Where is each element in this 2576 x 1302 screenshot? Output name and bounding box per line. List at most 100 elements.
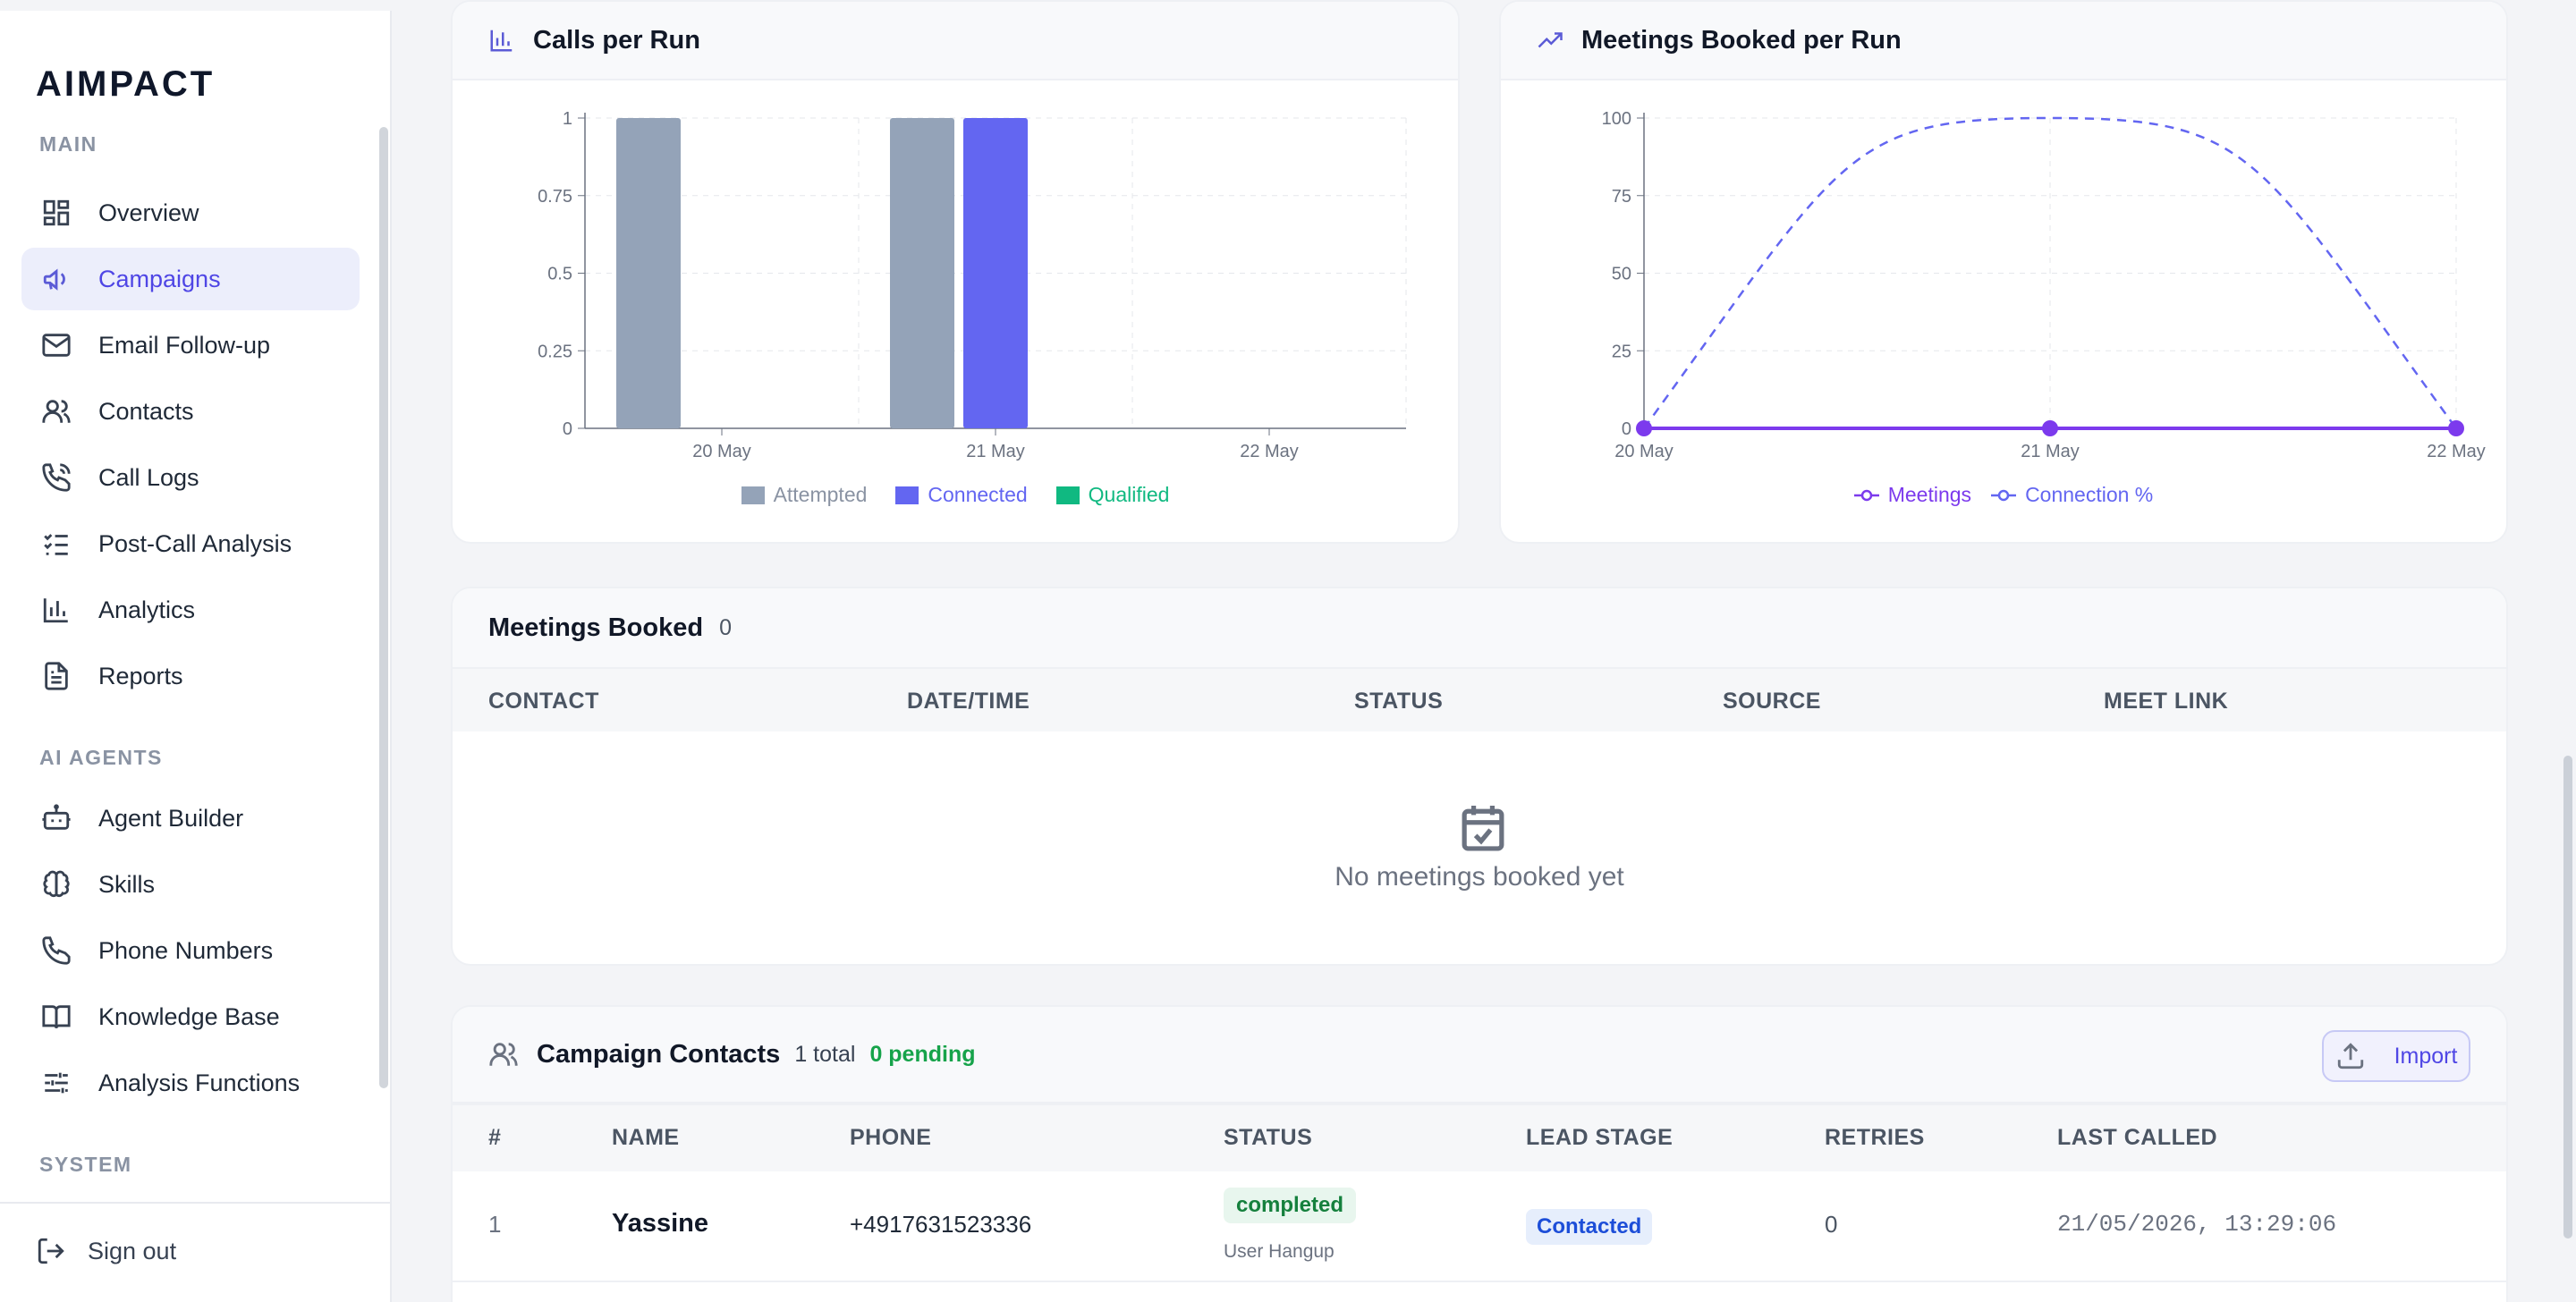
users-icon bbox=[489, 1043, 518, 1066]
sidebar-item-analysis-functions[interactable]: Analysis Functions bbox=[21, 1052, 360, 1114]
contacts-total: 1 total bbox=[794, 1041, 856, 1067]
status-badge: completed bbox=[1224, 1188, 1357, 1223]
sidebar-item-agent-builder[interactable]: Agent Builder bbox=[21, 787, 360, 850]
column-header-retries[interactable]: RETRIES bbox=[1825, 1125, 1925, 1150]
legend-label: Connected bbox=[928, 483, 1028, 506]
chart-title: Calls per Run bbox=[533, 25, 700, 55]
y-tick-label: 100 bbox=[1602, 109, 1631, 129]
y-tick-label: 0 bbox=[1622, 419, 1631, 439]
section-label-main: MAIN bbox=[39, 132, 97, 156]
empty-state-message: No meetings booked yet bbox=[1335, 862, 1624, 892]
y-tick-label: 0 bbox=[563, 419, 572, 439]
legend-swatch bbox=[1055, 486, 1080, 504]
table-row[interactable]: 1 Yassine +4917631523336 completed User … bbox=[453, 1171, 2506, 1282]
contact-phone: +4917631523336 bbox=[850, 1211, 1032, 1238]
sidebar-item-campaigns[interactable]: Campaigns bbox=[21, 248, 360, 310]
sign-out-button[interactable]: Sign out bbox=[36, 1236, 176, 1266]
bar-attempted bbox=[890, 118, 954, 428]
retries-count: 0 bbox=[1825, 1211, 1838, 1238]
legend-item[interactable]: Connection % bbox=[1991, 483, 2153, 507]
sidebar-item-email-follow-up[interactable]: Email Follow-up bbox=[21, 314, 360, 376]
column-header-contact[interactable]: CONTACT bbox=[488, 689, 599, 714]
brain-icon bbox=[41, 869, 72, 900]
legend-swatch bbox=[1991, 489, 2017, 501]
column-header-name[interactable]: NAME bbox=[612, 1125, 680, 1150]
x-tick-label: 22 May bbox=[1240, 442, 1299, 461]
column-header-index[interactable]: # bbox=[488, 1125, 502, 1150]
legend-item[interactable]: Meetings bbox=[1853, 483, 1971, 507]
sidebar-item-analytics[interactable]: Analytics bbox=[21, 579, 360, 641]
table-header: CONTACT DATE/TIME STATUS SOURCE MEET LIN… bbox=[453, 667, 2506, 731]
calendar-check-icon bbox=[1461, 803, 1505, 853]
trending-up-icon bbox=[1538, 32, 1563, 48]
sidebar-item-label: Post-Call Analysis bbox=[98, 529, 292, 557]
y-tick-label: 25 bbox=[1612, 342, 1631, 361]
meetings-booked-title: Meetings Booked bbox=[488, 613, 704, 642]
series-line-connection bbox=[1642, 116, 2458, 429]
phone-call-icon bbox=[41, 462, 72, 493]
log-out-icon bbox=[38, 1238, 64, 1264]
sidebar-item-label: Contacts bbox=[98, 397, 194, 425]
column-header-status[interactable]: STATUS bbox=[1224, 1125, 1313, 1150]
sliders-icon bbox=[41, 1068, 72, 1098]
sidebar-item-skills[interactable]: Skills bbox=[21, 853, 360, 916]
main-scrollbar[interactable] bbox=[2563, 756, 2572, 1239]
data-point bbox=[2448, 420, 2464, 436]
x-tick-label: 20 May bbox=[692, 442, 751, 461]
sidebar-item-knowledge-base[interactable]: Knowledge Base bbox=[21, 985, 360, 1048]
y-tick-label: 0.5 bbox=[547, 265, 572, 284]
import-button[interactable]: Import bbox=[2322, 1030, 2470, 1082]
y-tick-label: 75 bbox=[1612, 187, 1631, 207]
megaphone-icon bbox=[41, 264, 72, 294]
mail-icon bbox=[41, 330, 72, 360]
sidebar-item-label: Call Logs bbox=[98, 463, 199, 491]
bar-chart-icon bbox=[490, 30, 513, 52]
sidebar-item-label: Phone Numbers bbox=[98, 936, 274, 964]
checklist-icon bbox=[41, 528, 72, 559]
column-header-lead-stage[interactable]: LEAD STAGE bbox=[1526, 1125, 1674, 1150]
card-header: Calls per Run bbox=[453, 2, 1458, 80]
file-text-icon bbox=[41, 661, 72, 691]
legend-item[interactable]: Connected bbox=[895, 483, 1028, 507]
calls-bar-chart: 0 0.25 0.5 0.75 1 20 May 21 May 22 May bbox=[538, 109, 1407, 461]
legend-marker bbox=[1860, 489, 1872, 501]
legend-item[interactable]: Attempted bbox=[741, 483, 868, 507]
data-point bbox=[2042, 420, 2058, 436]
legend-label: Connection % bbox=[2025, 483, 2154, 506]
sidebar-item-phone-numbers[interactable]: Phone Numbers bbox=[21, 919, 360, 982]
card-header: Meetings Booked 0 bbox=[453, 588, 2506, 667]
sidebar-item-post-call-analysis[interactable]: Post-Call Analysis bbox=[21, 512, 360, 575]
y-tick-label: 50 bbox=[1612, 265, 1631, 284]
column-header-last-called[interactable]: LAST CALLED bbox=[2057, 1125, 2218, 1150]
contact-name[interactable]: Yassine bbox=[612, 1209, 709, 1238]
brand-logo: AIMPACT bbox=[36, 64, 216, 104]
sidebar-item-call-logs[interactable]: Call Logs bbox=[21, 446, 360, 509]
column-header-meet-link[interactable]: MEET LINK bbox=[2104, 689, 2229, 714]
column-header-status[interactable]: STATUS bbox=[1354, 689, 1444, 714]
sidebar-item-reports[interactable]: Reports bbox=[21, 645, 360, 707]
sidebar-item-contacts[interactable]: Contacts bbox=[21, 380, 360, 443]
y-tick-label: 1 bbox=[563, 109, 572, 129]
data-point bbox=[1636, 420, 1652, 436]
sidebar-item-overview[interactable]: Overview bbox=[21, 182, 360, 244]
column-header-date-time[interactable]: DATE/TIME bbox=[907, 689, 1030, 714]
chart-title: Meetings Booked per Run bbox=[1581, 25, 1902, 55]
column-header-source[interactable]: SOURCE bbox=[1723, 689, 1821, 714]
upload-icon bbox=[2337, 1043, 2363, 1070]
sidebar-item-label: Analytics bbox=[98, 596, 196, 623]
lead-stage-badge: Contacted bbox=[1526, 1209, 1653, 1245]
bar-chart-icon bbox=[41, 595, 72, 625]
section-label-ai-agents: AI AGENTS bbox=[39, 746, 163, 769]
sidebar-item-label: Email Follow-up bbox=[98, 331, 271, 359]
legend-label: Attempted bbox=[773, 483, 868, 506]
meetings-booked-card: Meetings Booked 0 CONTACT DATE/TIME STAT… bbox=[451, 587, 2508, 966]
y-tick-label: 0.25 bbox=[538, 342, 572, 361]
bar-attempted bbox=[616, 118, 681, 428]
legend-swatch bbox=[895, 486, 919, 504]
calls-per-run-card: Calls per Run 0 0.25 0.5 0.75 1 20 May 21 May 2… bbox=[451, 0, 1460, 544]
sidebar-scrollbar[interactable] bbox=[379, 127, 388, 1088]
sidebar-item-label: Overview bbox=[98, 199, 199, 226]
meetings-line-chart: 0 25 50 75 100 20 May 21 May 22 May bbox=[1602, 109, 2486, 461]
legend-item[interactable]: Qualified bbox=[1055, 483, 1169, 507]
column-header-phone[interactable]: PHONE bbox=[850, 1125, 932, 1150]
